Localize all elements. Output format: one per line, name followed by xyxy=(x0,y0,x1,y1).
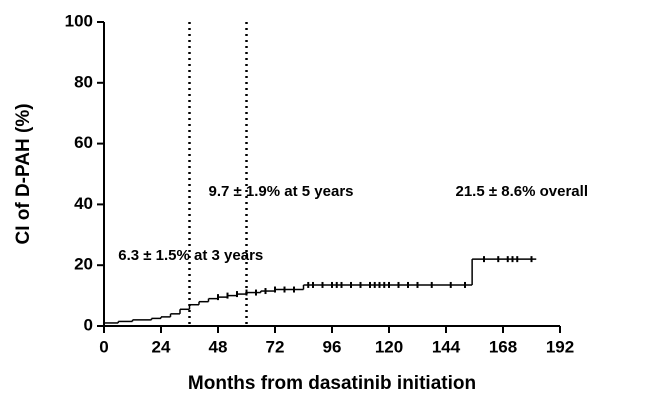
x-axis-label: Months from dasatinib initiation xyxy=(188,373,476,394)
annotation: 9.7 ± 1.9% at 5 years xyxy=(209,183,354,200)
x-tick-label: 72 xyxy=(266,337,285,356)
x-tick-label: 24 xyxy=(152,337,171,356)
x-tick-label: 192 xyxy=(546,337,574,356)
y-axis-label: CI of D-PAH (%) xyxy=(13,103,34,244)
x-tick-label: 96 xyxy=(323,337,342,356)
x-tick-label: 0 xyxy=(99,337,108,356)
y-tick-label: 40 xyxy=(74,194,93,213)
y-tick-label: 60 xyxy=(74,133,93,152)
y-tick-label: 100 xyxy=(65,11,93,30)
x-tick-label: 48 xyxy=(209,337,228,356)
y-tick-label: 0 xyxy=(84,315,93,334)
annotation: 6.3 ± 1.5% at 3 years xyxy=(118,247,263,264)
y-tick-label: 20 xyxy=(74,255,93,274)
x-tick-label: 168 xyxy=(489,337,517,356)
x-tick-label: 120 xyxy=(375,337,403,356)
x-tick-label: 144 xyxy=(432,337,461,356)
y-tick-label: 80 xyxy=(74,72,93,91)
annotation: 21.5 ± 8.6% overall xyxy=(456,183,588,200)
